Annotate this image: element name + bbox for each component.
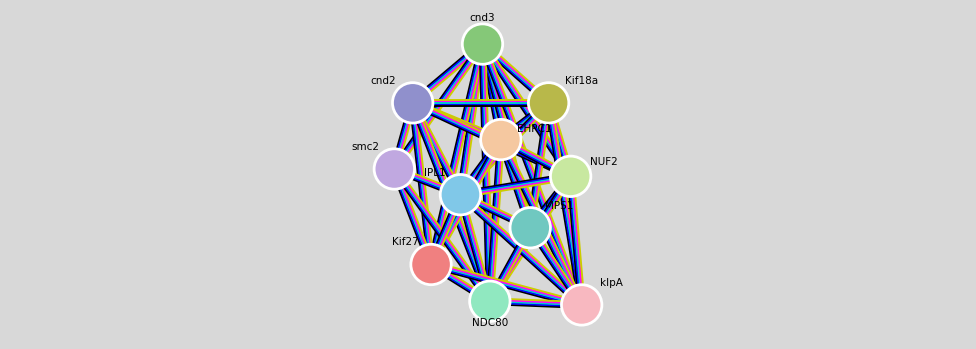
Text: NDC80: NDC80 xyxy=(471,318,508,328)
Text: cnd2: cnd2 xyxy=(371,76,396,86)
Circle shape xyxy=(463,24,503,64)
Circle shape xyxy=(411,244,451,285)
Text: MPS1: MPS1 xyxy=(546,201,574,211)
Circle shape xyxy=(561,285,602,325)
Circle shape xyxy=(440,174,480,215)
Circle shape xyxy=(550,156,590,196)
Circle shape xyxy=(510,208,550,248)
Text: cnd3: cnd3 xyxy=(469,13,495,23)
Text: smc2: smc2 xyxy=(351,142,379,152)
Circle shape xyxy=(480,119,521,160)
Text: EHPC1: EHPC1 xyxy=(516,124,551,134)
Text: klpA: klpA xyxy=(599,278,623,288)
Circle shape xyxy=(469,281,510,321)
Text: NUF2: NUF2 xyxy=(590,157,618,166)
Text: IPL1: IPL1 xyxy=(424,168,446,178)
Circle shape xyxy=(528,83,569,123)
Circle shape xyxy=(392,83,433,123)
Text: Kif18a: Kif18a xyxy=(565,76,598,86)
Text: Kif27: Kif27 xyxy=(392,237,419,247)
Circle shape xyxy=(374,149,415,189)
